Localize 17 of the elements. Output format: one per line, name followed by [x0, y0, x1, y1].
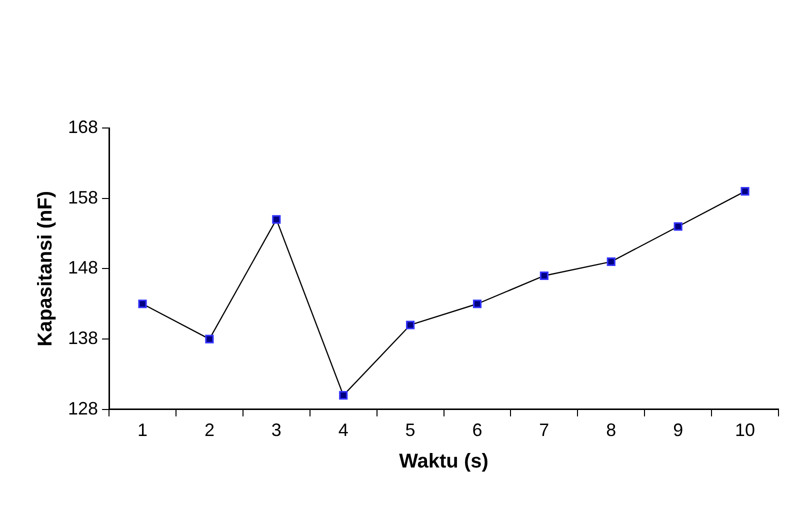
x-tick-label: 7	[539, 420, 550, 440]
y-tick-label: 158	[68, 187, 98, 208]
y-tick-label: 148	[68, 258, 98, 278]
y-tick-label: 128	[68, 398, 98, 418]
x-tick-label: 3	[271, 420, 282, 440]
x-tick-label: 6	[472, 420, 482, 440]
x-tick-label: 5	[405, 420, 416, 440]
y-axis-title: Kapasitansi (nF)	[34, 190, 57, 346]
x-tick-label: 4	[338, 420, 348, 440]
x-tick-label: 8	[606, 420, 616, 440]
x-tick-label: 10	[735, 420, 756, 440]
x-tick-label: 1	[138, 420, 148, 440]
x-axis-title: Waktu (s)	[399, 450, 488, 473]
y-tick-label: 168	[68, 116, 98, 137]
x-tick-label: 9	[673, 420, 684, 440]
x-tick-label: 2	[204, 420, 214, 440]
y-tick-label: 138	[68, 328, 98, 348]
